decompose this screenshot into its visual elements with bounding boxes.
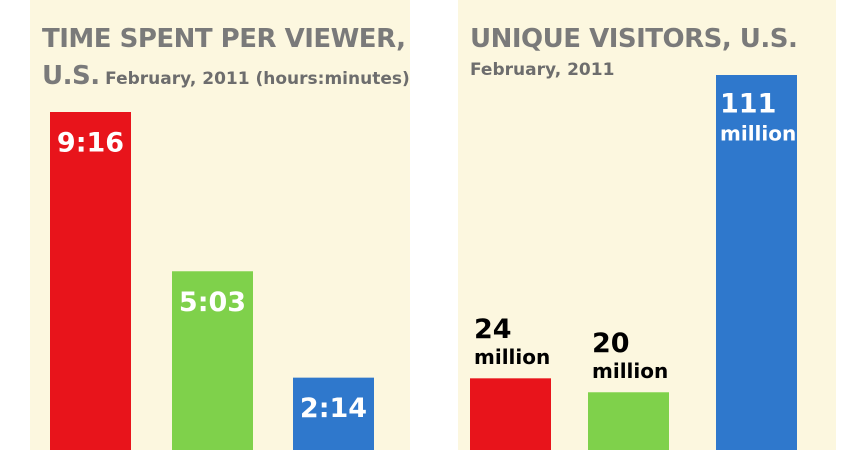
chart-title: UNIQUE VISITORS, U.S.: [470, 24, 798, 54]
value-unit: million: [592, 359, 668, 383]
value-label: 5:03: [179, 287, 246, 318]
chart-title: TIME SPENT PER VIEWER, U.S.: [42, 24, 406, 91]
value-label: 24: [474, 314, 512, 345]
value-label: 111: [720, 89, 776, 120]
bar: [172, 271, 253, 450]
chart-heading: TIME SPENT PER VIEWER, U.S. February, 20…: [42, 22, 412, 96]
value-unit: million: [720, 122, 796, 146]
bar: [470, 378, 551, 450]
chart-heading: UNIQUE VISITORS, U.S. February, 2011: [470, 22, 830, 84]
chart-subtitle: February, 2011: [470, 60, 615, 80]
bar: [50, 112, 131, 450]
value-label: 9:16: [57, 128, 124, 159]
bar: [716, 75, 797, 450]
value-label: 20: [592, 328, 630, 359]
value-label: 2:14: [300, 393, 367, 424]
bar: [588, 392, 669, 450]
value-unit: million: [474, 345, 550, 369]
bar: [293, 377, 374, 450]
chart-subtitle: February, 2011 (hours:minutes): [105, 69, 410, 89]
